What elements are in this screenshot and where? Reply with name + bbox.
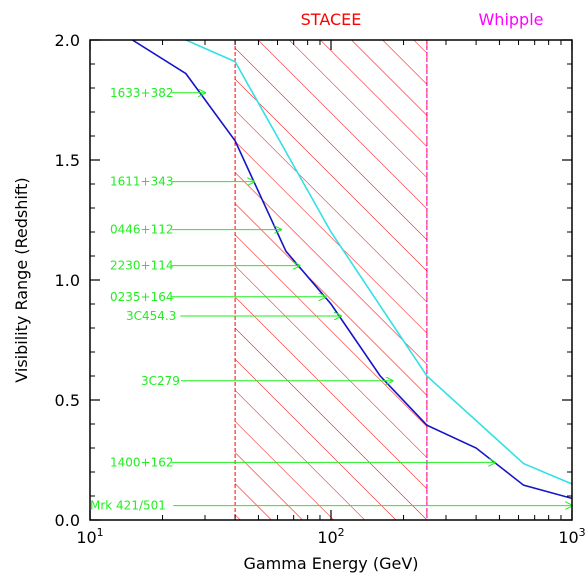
source-label: 0446+112 bbox=[110, 223, 174, 237]
source-label: 0235+164 bbox=[110, 290, 174, 304]
plot-area: 1633+382 1611+343 0446+112 2230+114 0235+164… bbox=[12, 10, 586, 573]
stacee-label: STACEE bbox=[301, 10, 362, 29]
source-label: 2230+114 bbox=[110, 259, 174, 273]
source-label: 3C454.3 bbox=[126, 309, 176, 323]
series-line-1 bbox=[131, 40, 572, 500]
x-axis-label: Gamma Energy (GeV) bbox=[243, 554, 418, 573]
series-line-2 bbox=[185, 40, 572, 485]
source-label: Mrk 421/501 bbox=[90, 499, 166, 513]
y-tick-label: 0.5 bbox=[55, 391, 80, 410]
source-label: 1400+162 bbox=[110, 455, 174, 469]
source-label: 1611+343 bbox=[110, 175, 174, 189]
source-label: 3C279 bbox=[141, 374, 180, 388]
whipple-label: Whipple bbox=[478, 10, 543, 29]
x-tick-label: 101 bbox=[76, 526, 103, 547]
y-tick-label: 0.0 bbox=[55, 511, 80, 530]
x-tick-label: 102 bbox=[317, 526, 344, 547]
y-axis-label: Visibility Range (Redshift) bbox=[12, 177, 31, 382]
y-tick-label: 1.0 bbox=[55, 271, 80, 290]
source-label: 1633+382 bbox=[110, 86, 174, 100]
y-tick-label: 2.0 bbox=[55, 31, 80, 50]
y-tick-label: 1.5 bbox=[55, 151, 80, 170]
x-tick-label: 103 bbox=[558, 526, 585, 547]
